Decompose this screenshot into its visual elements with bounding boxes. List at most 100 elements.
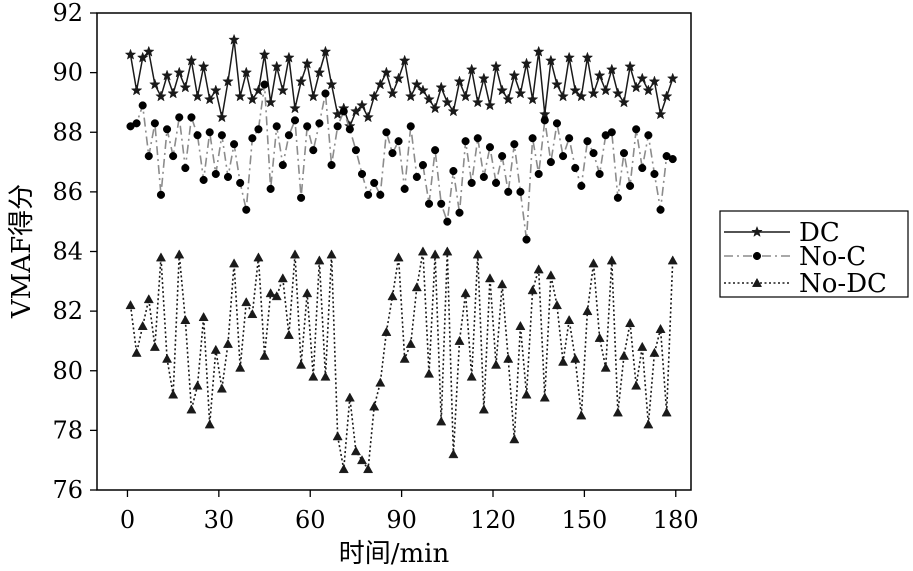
data-point-no-dc xyxy=(637,341,648,351)
data-point-dc xyxy=(155,90,167,102)
data-point-no-c xyxy=(431,146,440,155)
data-point-dc xyxy=(563,51,575,63)
data-point-no-dc xyxy=(174,249,185,259)
data-point-no-c xyxy=(370,178,379,187)
data-point-dc xyxy=(557,90,569,102)
data-point-dc xyxy=(392,72,405,84)
data-point-no-dc xyxy=(649,347,660,357)
data-point-dc xyxy=(593,69,606,81)
data-point-no-dc xyxy=(472,249,483,259)
data-point-no-dc xyxy=(168,389,179,399)
data-point-no-c xyxy=(248,134,257,143)
data-point-no-dc xyxy=(661,407,672,417)
data-point-no-c xyxy=(559,152,568,161)
data-point-no-dc xyxy=(533,264,544,274)
data-point-dc xyxy=(642,84,655,96)
data-point-no-dc xyxy=(497,279,508,289)
data-point-no-dc xyxy=(314,255,325,265)
data-point-no-c xyxy=(613,193,622,202)
data-point-dc xyxy=(228,33,240,45)
data-point-dc xyxy=(514,87,527,99)
data-point-no-dc xyxy=(527,285,538,295)
data-point-no-c xyxy=(650,169,659,179)
data-point-dc xyxy=(417,84,429,96)
data-point-no-dc xyxy=(442,246,453,256)
data-point-no-c xyxy=(138,101,147,110)
data-point-dc xyxy=(301,57,314,69)
data-point-no-dc xyxy=(417,246,428,256)
data-point-no-c xyxy=(388,149,397,158)
data-point-dc xyxy=(575,90,588,102)
data-point-no-dc xyxy=(289,249,301,259)
data-point-no-c xyxy=(181,163,190,173)
data-point-no-dc xyxy=(405,338,416,348)
data-point-no-dc xyxy=(631,380,642,390)
data-point-no-dc xyxy=(186,404,197,414)
data-point-no-dc xyxy=(484,273,495,283)
data-point-no-c xyxy=(254,125,263,134)
data-point-no-dc xyxy=(308,371,319,381)
y-tick-label: 78 xyxy=(52,416,83,444)
data-point-dc xyxy=(435,81,448,93)
data-point-no-c xyxy=(199,175,208,184)
legend-marker-dc xyxy=(751,225,763,237)
data-point-no-c xyxy=(364,190,373,199)
y-tick-label: 88 xyxy=(52,118,83,146)
data-point-no-dc xyxy=(363,464,374,474)
data-point-no-c xyxy=(583,137,592,146)
data-point-dc xyxy=(167,87,179,99)
data-point-dc xyxy=(283,51,295,63)
data-point-dc xyxy=(386,87,399,99)
data-point-dc xyxy=(520,57,533,69)
data-point-no-dc xyxy=(247,308,258,319)
series-no-c xyxy=(126,80,677,244)
data-point-no-dc xyxy=(296,359,307,369)
data-point-no-c xyxy=(156,190,166,199)
data-point-no-c xyxy=(297,193,306,202)
data-point-dc xyxy=(508,69,521,81)
data-point-dc xyxy=(307,90,320,102)
data-point-no-c xyxy=(327,160,336,170)
data-point-no-dc xyxy=(424,368,435,378)
data-point-no-dc xyxy=(539,392,550,402)
data-point-dc xyxy=(313,66,326,78)
data-point-no-dc xyxy=(265,288,276,298)
data-point-no-dc xyxy=(478,404,489,414)
data-point-no-dc xyxy=(332,431,343,441)
data-point-no-dc xyxy=(381,326,392,336)
data-point-dc xyxy=(545,54,557,66)
data-point-no-dc xyxy=(399,353,410,363)
series-line-no-dc xyxy=(129,251,674,472)
data-point-no-dc xyxy=(149,341,160,351)
data-point-no-dc xyxy=(137,320,148,330)
data-point-no-c xyxy=(619,149,629,158)
data-point-no-c xyxy=(144,152,153,161)
data-point-dc xyxy=(453,75,466,87)
data-point-no-dc xyxy=(338,464,349,474)
data-point-no-dc xyxy=(155,252,166,262)
data-point-dc xyxy=(502,93,515,105)
data-point-dc xyxy=(222,75,234,87)
x-tick-label: 30 xyxy=(204,506,235,534)
data-point-dc xyxy=(185,54,198,66)
x-tick-label: 150 xyxy=(561,506,607,534)
data-point-no-dc xyxy=(667,255,678,265)
data-point-no-c xyxy=(437,199,446,208)
data-point-no-c xyxy=(565,134,574,143)
data-point-dc xyxy=(319,45,332,57)
data-point-dc xyxy=(496,84,508,96)
data-point-no-dc xyxy=(143,294,154,304)
data-point-no-c xyxy=(193,131,202,140)
data-point-no-dc xyxy=(448,449,459,459)
series-line-dc xyxy=(129,39,674,129)
data-point-no-dc xyxy=(600,362,611,372)
data-point-no-c xyxy=(540,116,549,125)
data-point-no-c xyxy=(321,89,330,98)
data-point-no-c xyxy=(175,113,184,122)
data-point-no-dc xyxy=(241,297,252,307)
data-point-dc xyxy=(441,96,454,108)
data-point-no-c xyxy=(449,166,458,176)
data-point-no-c xyxy=(473,134,482,143)
data-point-dc xyxy=(581,51,594,63)
